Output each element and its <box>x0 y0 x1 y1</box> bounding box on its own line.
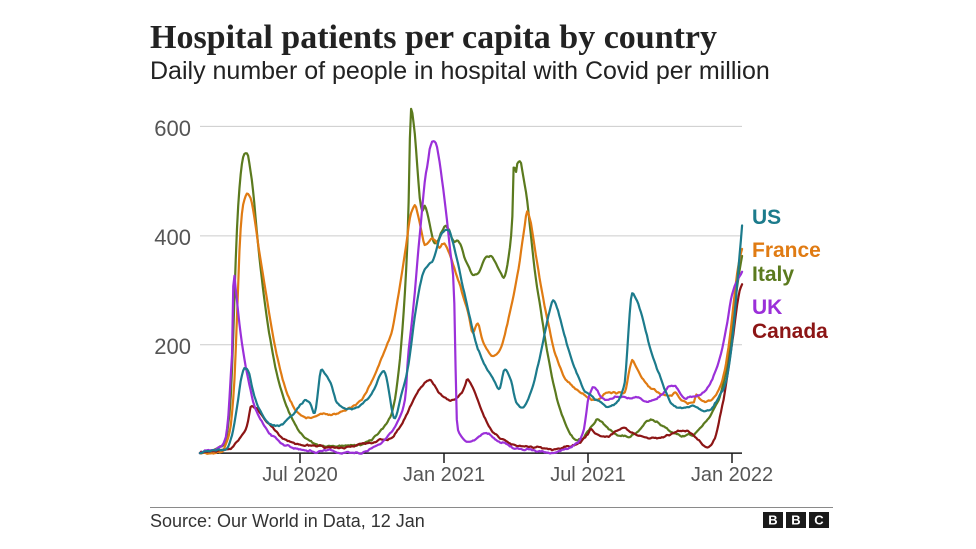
svg-text:C: C <box>814 513 824 528</box>
svg-text:B: B <box>768 513 777 528</box>
svg-text:B: B <box>791 513 800 528</box>
